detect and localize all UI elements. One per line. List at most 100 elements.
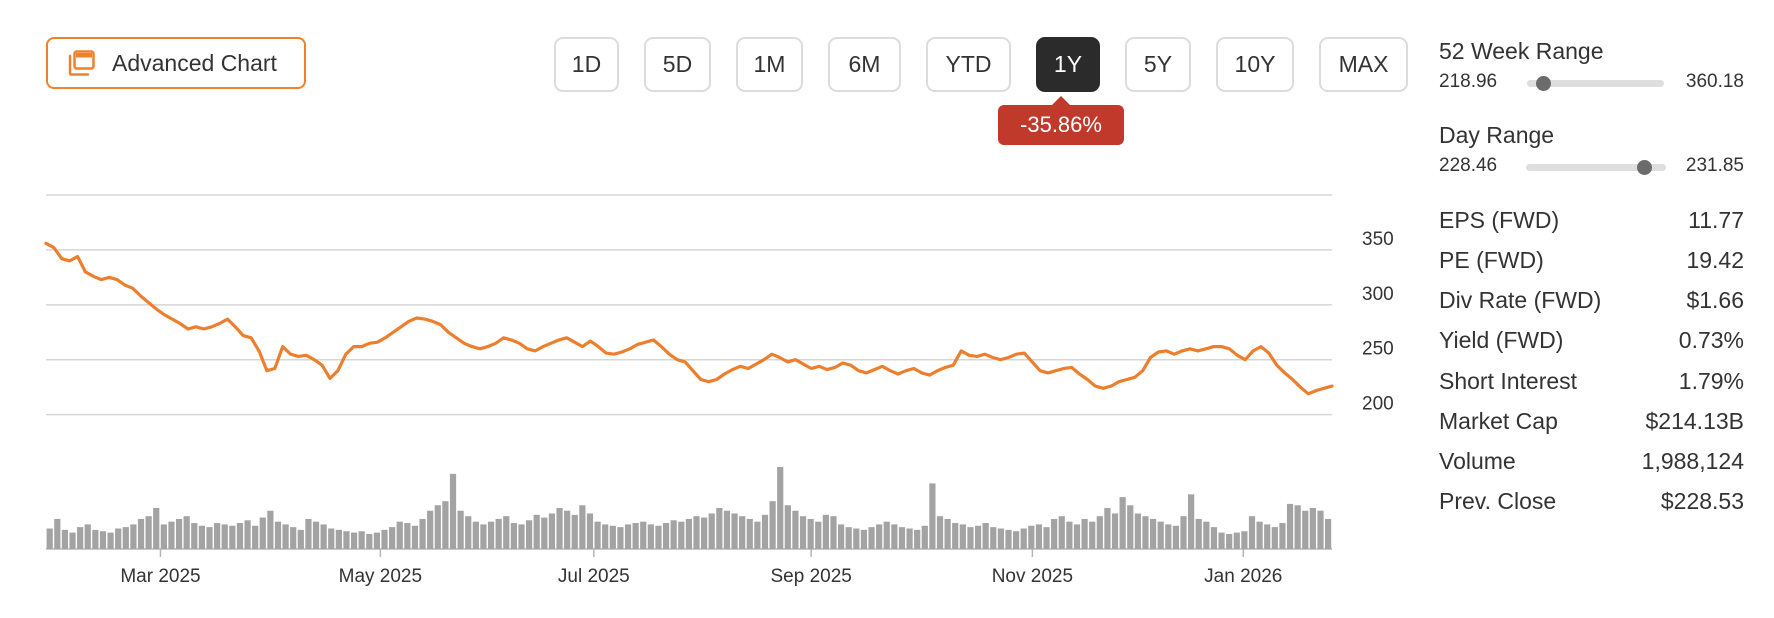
volume-bar	[716, 508, 723, 549]
volume-bar	[967, 527, 974, 549]
volume-bar	[1188, 494, 1195, 549]
volume-bar	[137, 518, 145, 549]
week52-range-title: 52 Week Range	[1439, 38, 1604, 64]
volume-bar	[297, 529, 304, 549]
volume-bar	[305, 518, 312, 549]
range-1d-button[interactable]: 1D	[554, 37, 619, 92]
volume-bar	[130, 524, 137, 549]
stat-row-short-interest: Short Interest 1.79%	[1439, 364, 1744, 398]
volume-bar	[312, 521, 320, 549]
volume-bar	[586, 513, 594, 549]
stat-row-prev-close: Prev. Close $228.53	[1439, 484, 1744, 518]
volume-bar	[853, 528, 860, 549]
volume-bar	[602, 524, 609, 549]
volume-bar	[252, 525, 259, 549]
stat-row-market-cap: Market Cap $214.13B	[1439, 404, 1744, 438]
range-max-button[interactable]: MAX	[1319, 37, 1408, 92]
volume-bar	[799, 516, 807, 549]
volume-bar	[449, 473, 457, 549]
volume-bar	[1165, 524, 1172, 549]
price-line	[44, 241, 1334, 396]
volume-bar	[1286, 503, 1294, 549]
volume-bar	[1157, 521, 1164, 549]
volume-bar	[396, 521, 403, 549]
day-range: Day Range 228.46 231.85	[1439, 122, 1744, 179]
stat-label: PE (FWD)	[1439, 246, 1544, 273]
price-chart: 350 300 250 200 Mar 2025 May 2025 Jul 2025 Sep…	[44, 194, 1394, 587]
volume-bar	[876, 524, 883, 549]
volume-bar	[1073, 524, 1081, 549]
volume-bar	[1256, 521, 1263, 549]
volume-bar	[594, 521, 601, 549]
volume-bar	[480, 524, 487, 549]
volume-bar	[77, 527, 84, 549]
range-ytd-button[interactable]: YTD	[926, 37, 1011, 92]
volume-bar	[1294, 505, 1301, 549]
range-5y-button[interactable]: 5Y	[1125, 37, 1191, 92]
volume-bar	[1066, 521, 1073, 549]
volume-bar	[495, 518, 502, 549]
volume-bar	[434, 505, 441, 549]
volume-bar	[830, 516, 837, 549]
volume-bar	[145, 516, 152, 549]
volume-bar	[1013, 531, 1020, 549]
volume-bar	[510, 523, 517, 549]
volume-bar	[518, 524, 525, 549]
range-10y-button[interactable]: 10Y	[1216, 37, 1294, 92]
volume-bar	[1279, 523, 1286, 549]
advanced-chart-button[interactable]: Advanced Chart	[46, 37, 306, 89]
day-range-bar	[1526, 160, 1666, 175]
volume-bar	[662, 523, 670, 549]
volume-bar	[1195, 518, 1202, 549]
volume-bar	[959, 524, 966, 549]
volume-bar	[974, 525, 982, 549]
volume-bar	[328, 528, 335, 549]
volume-bar	[1035, 524, 1043, 549]
volume-bar	[564, 510, 571, 549]
week52-range: 52 Week Range 218.96 360.18	[1439, 38, 1744, 95]
stat-label: Div Rate (FWD)	[1439, 286, 1602, 313]
volume-bar	[259, 517, 266, 549]
volume-bar	[236, 523, 244, 549]
range-6m-button[interactable]: 6M	[828, 37, 901, 92]
stat-row-eps: EPS (FWD) 11.77	[1439, 203, 1744, 237]
y-tick-label: 200	[1362, 394, 1394, 415]
volume-bar	[350, 532, 358, 549]
volume-bar	[685, 518, 693, 549]
advanced-chart-label: Advanced Chart	[112, 49, 277, 76]
volume-bar	[427, 510, 434, 549]
volume-bar	[1020, 528, 1027, 549]
volume-bar	[868, 527, 875, 549]
volume-bar	[1096, 516, 1103, 549]
volume-bar	[1309, 508, 1316, 549]
volume-bar	[860, 529, 868, 549]
volume-bar	[1324, 518, 1332, 549]
week52-high: 360.18	[1685, 71, 1744, 92]
volume-bar	[1264, 524, 1271, 549]
volume-bar	[837, 524, 845, 549]
volume-bar	[373, 532, 381, 549]
stat-value: $1.66	[1686, 286, 1744, 313]
range-1m-button[interactable]: 1M	[736, 37, 803, 92]
volume-bar	[845, 527, 852, 549]
x-tick-label: Jan 2026	[1204, 566, 1282, 587]
chart-window-icon	[66, 48, 96, 78]
volume-bar	[571, 514, 578, 549]
volume-bar	[914, 529, 921, 549]
volume-bar	[883, 521, 890, 549]
stat-label: Short Interest	[1439, 367, 1578, 394]
volume-bar	[290, 527, 297, 549]
x-tick-label: May 2025	[339, 566, 422, 587]
volume-bar	[723, 510, 731, 549]
volume-bar	[777, 467, 784, 549]
volume-bar	[99, 531, 107, 549]
volume-bar	[1043, 527, 1050, 549]
volume-bar	[1226, 533, 1233, 549]
volume-bar	[1180, 516, 1187, 549]
volume-bar	[556, 508, 563, 549]
volume-bar	[822, 514, 829, 549]
range-5d-button[interactable]: 5D	[644, 37, 711, 92]
volume-bar	[990, 527, 997, 549]
range-1y-button[interactable]: 1Y	[1036, 37, 1100, 92]
stat-label: Yield (FWD)	[1439, 326, 1564, 353]
